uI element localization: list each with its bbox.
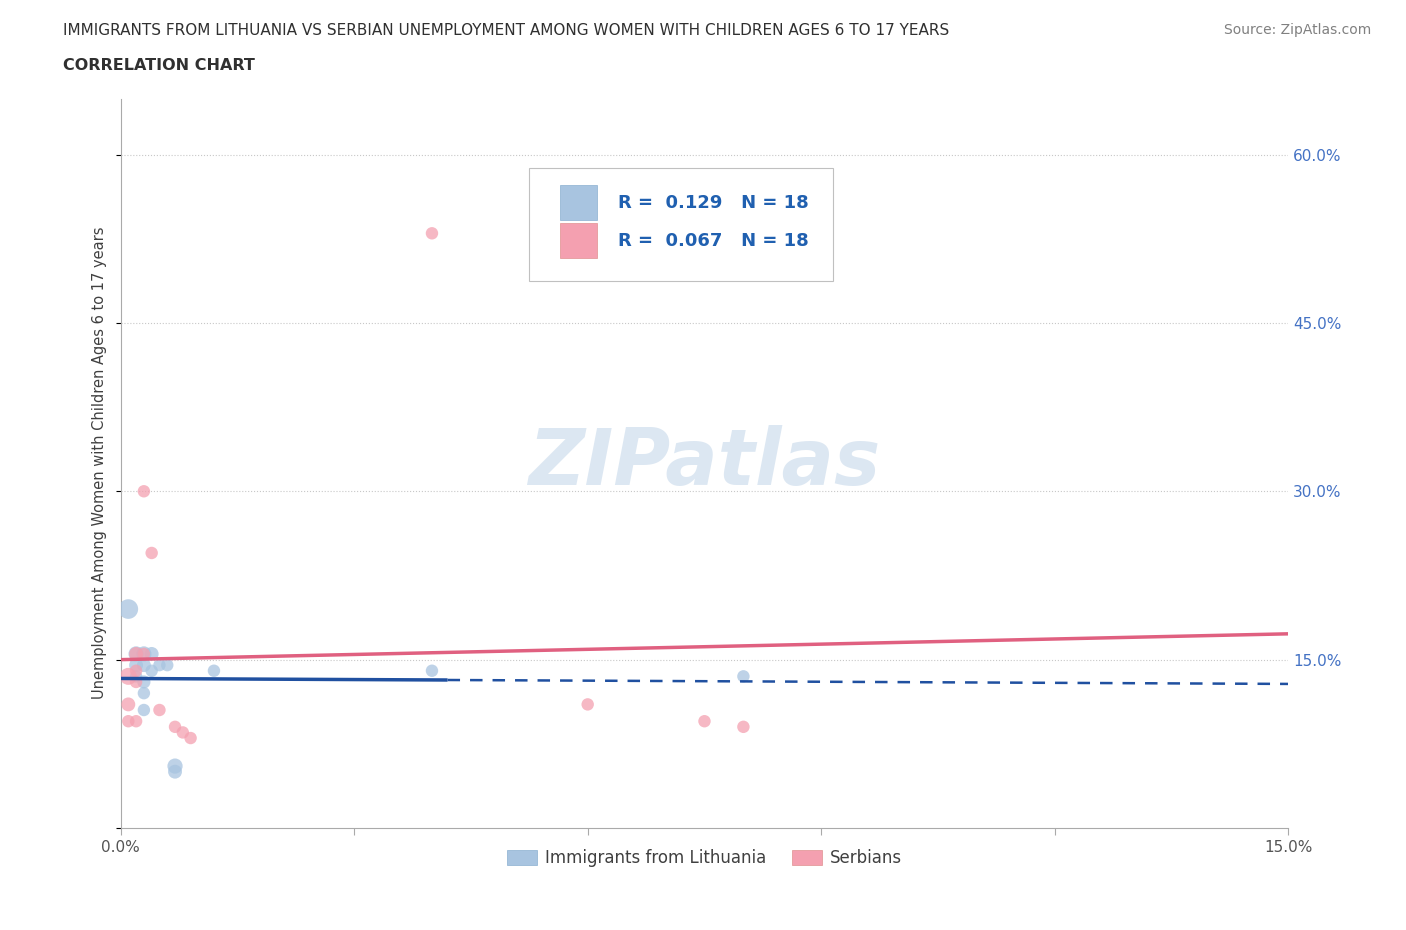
Point xyxy=(141,546,163,561)
Point xyxy=(132,658,155,672)
Point xyxy=(148,658,170,672)
Point xyxy=(148,702,170,717)
Point xyxy=(733,720,755,735)
Point xyxy=(125,658,148,672)
Text: R =  0.067   N = 18: R = 0.067 N = 18 xyxy=(619,232,808,250)
Text: CORRELATION CHART: CORRELATION CHART xyxy=(63,58,254,73)
Point xyxy=(117,697,139,711)
Point xyxy=(156,658,179,672)
Point xyxy=(117,714,139,729)
Point xyxy=(420,226,443,241)
Point xyxy=(125,663,148,678)
Point xyxy=(125,674,148,689)
Text: ZIPatlas: ZIPatlas xyxy=(529,425,880,501)
Y-axis label: Unemployment Among Women with Children Ages 6 to 17 years: Unemployment Among Women with Children A… xyxy=(93,227,107,699)
Point xyxy=(172,725,194,740)
FancyBboxPatch shape xyxy=(560,223,598,259)
Text: R =  0.129   N = 18: R = 0.129 N = 18 xyxy=(619,194,808,212)
Point xyxy=(117,602,139,617)
Point xyxy=(125,646,148,661)
Point xyxy=(132,685,155,700)
Point xyxy=(132,484,155,498)
Point xyxy=(163,720,186,735)
FancyBboxPatch shape xyxy=(529,168,832,281)
Point xyxy=(163,764,186,779)
FancyBboxPatch shape xyxy=(560,185,598,220)
Point xyxy=(733,669,755,684)
Point xyxy=(132,646,155,661)
Point xyxy=(125,669,148,684)
Point xyxy=(132,702,155,717)
Point xyxy=(693,714,716,729)
Point xyxy=(125,646,148,661)
Point xyxy=(141,646,163,661)
Point xyxy=(125,714,148,729)
Text: IMMIGRANTS FROM LITHUANIA VS SERBIAN UNEMPLOYMENT AMONG WOMEN WITH CHILDREN AGES: IMMIGRANTS FROM LITHUANIA VS SERBIAN UNE… xyxy=(63,23,949,38)
Point xyxy=(180,731,202,746)
Point xyxy=(202,663,225,678)
Text: Source: ZipAtlas.com: Source: ZipAtlas.com xyxy=(1223,23,1371,37)
Point xyxy=(141,663,163,678)
Point xyxy=(163,759,186,774)
Point xyxy=(420,663,443,678)
Point xyxy=(576,697,599,711)
Point xyxy=(132,646,155,661)
Legend: Immigrants from Lithuania, Serbians: Immigrants from Lithuania, Serbians xyxy=(501,843,908,874)
Point xyxy=(117,669,139,684)
Point xyxy=(132,674,155,689)
